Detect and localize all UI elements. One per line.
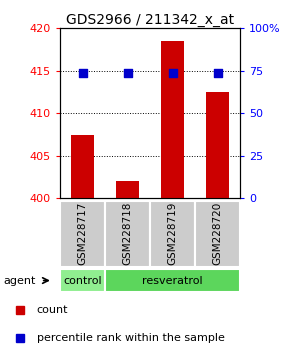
- Text: count: count: [37, 305, 68, 315]
- Text: GSM228720: GSM228720: [212, 202, 223, 265]
- Text: GSM228717: GSM228717: [77, 202, 88, 266]
- Point: [80, 70, 85, 76]
- FancyBboxPatch shape: [106, 201, 150, 267]
- Text: GSM228718: GSM228718: [122, 202, 133, 266]
- FancyBboxPatch shape: [150, 201, 195, 267]
- Bar: [206, 92, 229, 198]
- Point: [215, 70, 220, 76]
- Text: GSM228719: GSM228719: [167, 202, 178, 266]
- Title: GDS2966 / 211342_x_at: GDS2966 / 211342_x_at: [66, 13, 234, 27]
- Text: control: control: [63, 275, 102, 286]
- Text: percentile rank within the sample: percentile rank within the sample: [37, 333, 224, 343]
- FancyBboxPatch shape: [61, 201, 105, 267]
- FancyBboxPatch shape: [105, 269, 240, 292]
- FancyBboxPatch shape: [196, 201, 239, 267]
- FancyBboxPatch shape: [60, 269, 105, 292]
- Bar: [161, 41, 184, 198]
- Text: resveratrol: resveratrol: [142, 275, 203, 286]
- Point: [125, 70, 130, 76]
- Bar: [71, 135, 94, 198]
- Point: [170, 70, 175, 76]
- Bar: [116, 181, 139, 198]
- Text: agent: agent: [3, 275, 35, 286]
